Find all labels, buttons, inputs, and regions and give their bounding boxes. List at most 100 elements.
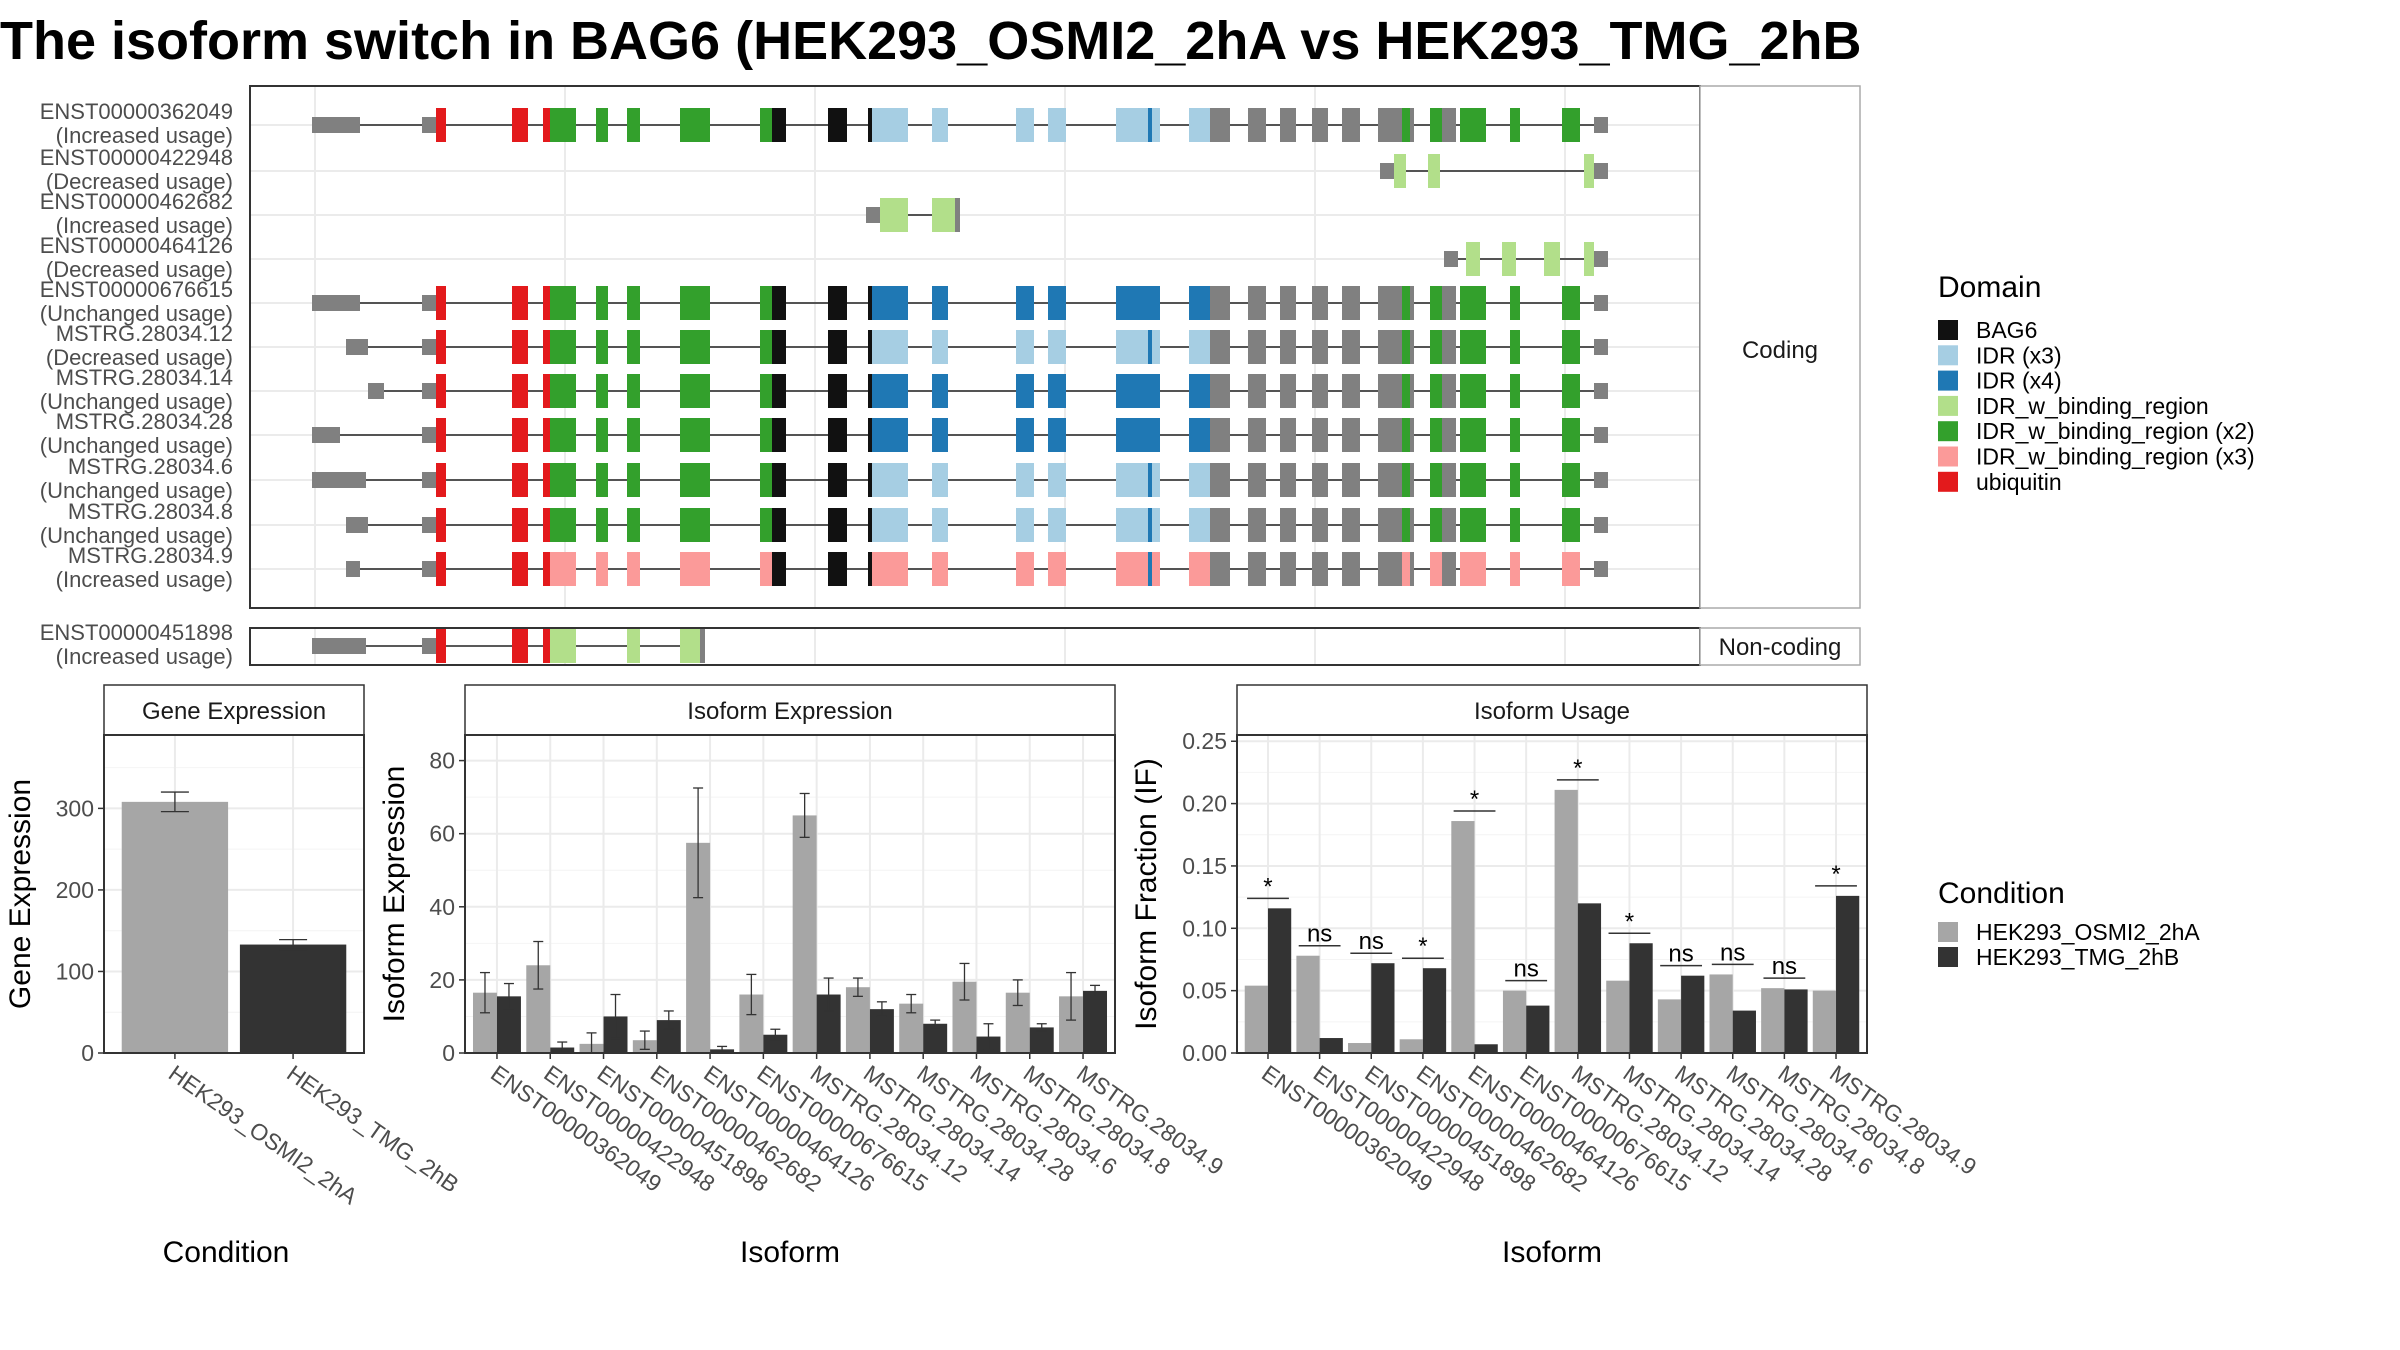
gene-expression-ytick-label: 200: [56, 877, 94, 903]
domain-legend-title: Domain: [1938, 271, 2041, 304]
isoform-usage-bar: [1422, 968, 1447, 1053]
exon-block: [828, 552, 847, 586]
exon-block: [1116, 508, 1148, 542]
condition-legend-swatch: [1938, 922, 1958, 942]
exon-block: [422, 561, 436, 577]
exon-block: [1430, 286, 1442, 320]
condition-legend-swatch: [1938, 947, 1958, 967]
exon-block: [772, 286, 786, 320]
isoform-usage-ytick-label: 0.15: [1182, 853, 1227, 879]
exon-block: [1152, 463, 1160, 497]
exon-block: [1148, 508, 1152, 542]
exon-block: [932, 552, 948, 586]
exon-block: [760, 286, 772, 320]
facet-strip-noncoding: [1699, 627, 1861, 666]
exon-block: [1402, 286, 1410, 320]
exon-block: [1342, 374, 1360, 408]
exon-block: [596, 374, 608, 408]
exon-block: [1116, 418, 1148, 452]
exon-block: [312, 117, 360, 133]
transcript-id-label: MSTRG.28034.28: [56, 409, 233, 434]
exon-block: [512, 552, 528, 586]
figure-title: The isoform switch in BAG6 (HEK293_OSMI2…: [0, 11, 1862, 71]
domain-legend-label: BAG6: [1976, 317, 2037, 343]
isoform-usage-bar: [1606, 980, 1630, 1053]
exon-block: [1189, 508, 1210, 542]
exon-block: [1440, 374, 1456, 408]
isoform-usage-significance-label: *: [1573, 755, 1582, 782]
exon-block: [868, 418, 872, 452]
exon-block: [1584, 154, 1594, 188]
domain-legend-label: IDR_w_binding_region: [1976, 393, 2209, 419]
exon-block: [550, 108, 576, 142]
isoform-usage-significance-label: ns: [1668, 941, 1693, 968]
exon-block: [1386, 330, 1402, 364]
exon-block: [828, 508, 847, 542]
isoform-usage-bar: [1526, 1005, 1550, 1053]
exon-block: [1210, 330, 1230, 364]
exon-block: [1430, 552, 1442, 586]
isoform-usage-ylabel: Isoform Fraction (IF): [1130, 758, 1163, 1030]
exon-block: [1116, 286, 1148, 320]
exon-block: [1116, 374, 1148, 408]
exon-block: [1116, 330, 1148, 364]
transcript-id-label: ENST00000462682: [40, 189, 233, 214]
exon-block: [1016, 374, 1034, 408]
exon-block: [1386, 418, 1402, 452]
exon-block: [627, 374, 640, 408]
exon-block: [680, 463, 710, 497]
exon-block: [760, 330, 772, 364]
exon-block: [1342, 552, 1360, 586]
exon-block: [436, 374, 446, 408]
transcript-status-label: (Increased usage): [56, 567, 233, 592]
exon-block: [1562, 463, 1580, 497]
exon-block: [1280, 330, 1296, 364]
facet-label-coding: Coding: [1742, 337, 1818, 364]
transcript-status-label: (Decreased usage): [46, 257, 233, 282]
exon-block: [932, 418, 948, 452]
exon-block: [543, 108, 550, 142]
gene-expression-xtick-label: HEK293_OSMI2_2hA: [164, 1060, 363, 1210]
isoform-usage-xlabel: Isoform: [1502, 1236, 1602, 1269]
exon-block: [627, 463, 640, 497]
exon-block: [1148, 463, 1152, 497]
exon-block: [1562, 286, 1580, 320]
exon-block: [596, 463, 608, 497]
exon-block: [932, 108, 948, 142]
exon-block: [1248, 552, 1266, 586]
exon-block: [1562, 552, 1580, 586]
exon-block: [1562, 374, 1580, 408]
exon-block: [1402, 552, 1410, 586]
exon-block: [512, 418, 528, 452]
isoform-expression-facet-label: Isoform Expression: [687, 698, 892, 725]
exon-block: [872, 508, 908, 542]
gene-expression-border: [103, 734, 365, 1054]
exon-block: [1510, 374, 1520, 408]
exon-block: [1210, 374, 1230, 408]
exon-block: [1440, 330, 1456, 364]
exon-block: [1510, 463, 1520, 497]
exon-block: [1148, 108, 1152, 142]
exon-block: [1048, 508, 1066, 542]
exon-block: [1189, 552, 1210, 586]
exon-block: [680, 629, 700, 663]
exon-block: [1280, 463, 1296, 497]
exon-block: [1428, 154, 1440, 188]
exon-block: [627, 552, 640, 586]
exon-block: [1280, 108, 1296, 142]
exon-block: [1440, 463, 1456, 497]
isoform-usage-ytick-label: 0.05: [1182, 978, 1227, 1004]
isoform-expression-bar: [1029, 1027, 1054, 1053]
exon-block: [550, 552, 576, 586]
exon-block: [1248, 463, 1266, 497]
exon-block: [512, 108, 528, 142]
domain-legend-label: IDR_w_binding_region (x2): [1976, 418, 2255, 444]
exon-block: [1148, 374, 1152, 408]
isoform-expression-bar: [899, 1003, 924, 1053]
exon-block: [1189, 374, 1210, 408]
exon-block: [1016, 418, 1034, 452]
exon-block: [872, 418, 908, 452]
isoform-usage-bar: [1348, 1043, 1372, 1053]
isoform-usage-ytick-label: 0.20: [1182, 791, 1227, 817]
exon-block: [1210, 286, 1230, 320]
